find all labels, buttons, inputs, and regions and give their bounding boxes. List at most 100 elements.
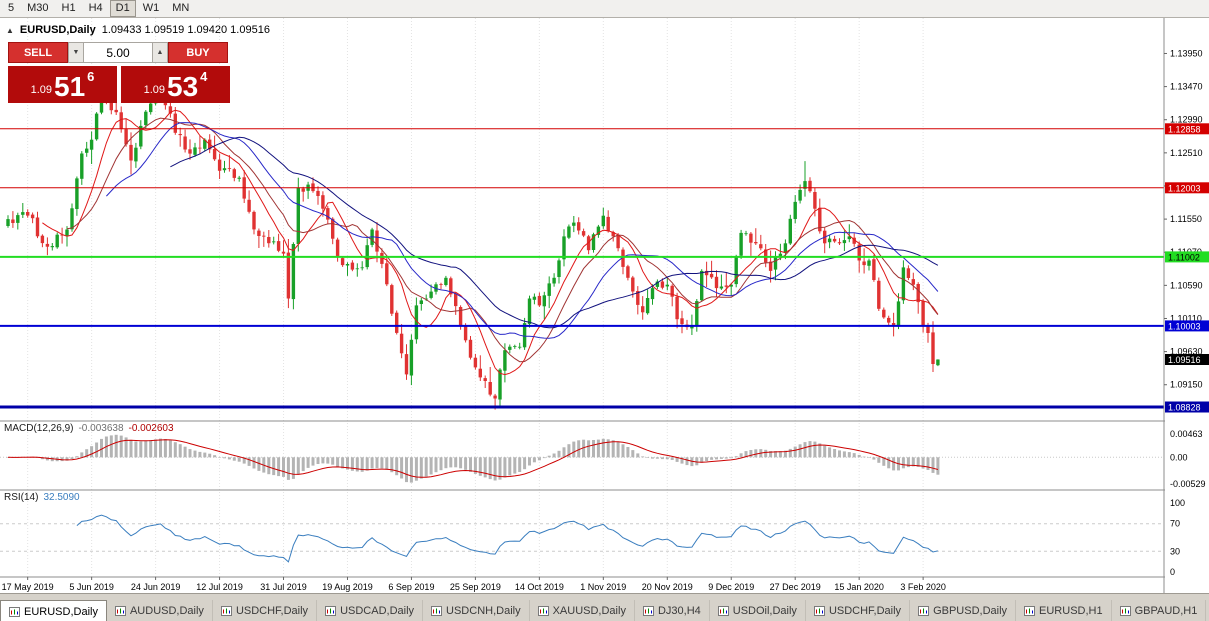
chart-tab-icon [717,606,729,616]
chart-tab-label: USDCAD,Daily [340,605,415,617]
buy-price-display[interactable]: 1.09 53 4 [121,66,230,103]
chart-tab-gbpaud-h1[interactable]: GBPAUD,H1 [1112,600,1207,621]
svg-text:1.09630: 1.09630 [1170,347,1203,357]
timeframe-button-m5[interactable]: 5 [8,2,15,14]
chart-tab-icon [813,606,825,616]
svg-text:15 Jan 2020: 15 Jan 2020 [834,582,884,592]
svg-text:14 Oct 2019: 14 Oct 2019 [515,582,564,592]
timeframe-button-w1[interactable]: W1 [142,2,160,14]
level-price-badge: 1.12858 [1165,123,1209,134]
svg-text:0.00: 0.00 [1170,452,1188,462]
price-markers: 1.12858 1.12003 1.11002 1.10003 1.08828 1.095… [1165,123,1209,413]
svg-text:0.00463: 0.00463 [1170,429,1203,439]
level-price-badge: 1.11002 [1165,251,1209,262]
svg-text:30: 30 [1170,546,1180,556]
chart-tab-icon [220,606,232,616]
svg-text:1.10590: 1.10590 [1170,280,1203,290]
rsi-value: 32.5090 [43,492,80,503]
timeframe-button-h4[interactable]: H4 [88,2,103,14]
macd-panel [0,434,1164,483]
chart-tab-label: EURUSD,Daily [24,605,98,618]
svg-text:3 Feb 2020: 3 Feb 2020 [900,582,946,592]
chart-tab-icon [1119,606,1131,616]
svg-text:1.11002: 1.11002 [1168,252,1200,262]
svg-text:31 Jul 2019: 31 Jul 2019 [260,582,307,592]
svg-text:9 Dec 2019: 9 Dec 2019 [708,582,754,592]
panel-separators [0,420,1209,578]
rsi-panel [0,514,1164,563]
chart-tab-usdchf-daily[interactable]: USDCHF,Daily [213,600,318,621]
rsi-label: RSI(14) 32.5090 [4,492,80,503]
chart-tab-icon [325,606,337,616]
sell-price-prefix: 1.09 [30,84,53,96]
moving-averages [42,109,939,376]
chart-tab-icon [114,606,126,616]
chart-tab-usdoil-daily[interactable]: USDOil,Daily [710,600,806,621]
macd-signal-value: -0.002603 [128,423,174,434]
chart-tab-label: USDCHF,Daily [828,605,902,617]
macd-main-value: -0.003638 [78,423,124,434]
sell-button[interactable]: SELL [8,42,68,63]
svg-text:17 May 2019: 17 May 2019 [2,582,54,592]
timeframe-button-h1[interactable]: H1 [61,2,76,14]
svg-text:100: 100 [1170,498,1185,508]
svg-text:24 Jun 2019: 24 Jun 2019 [131,582,181,592]
grid-lines [27,18,924,577]
chart-tabs: EURUSD,Daily AUDUSD,Daily USDCHF,Daily USDC… [0,600,1209,621]
level-price-badge: 1.10003 [1165,320,1209,332]
volume-decrease-button[interactable]: ▼ [68,42,84,63]
chart-tab-usdchf-daily[interactable]: USDCHF,Daily [806,600,911,621]
macd-name: MACD(12,26,9) [4,423,74,434]
svg-text:1.12990: 1.12990 [1170,115,1203,125]
svg-text:27 Dec 2019: 27 Dec 2019 [770,582,821,592]
time-axis: 17 May 2019 5 Jun 2019 24 Jun 2019 12 Jul 2… [2,577,946,592]
chart-tab-icon [1024,606,1036,616]
chart-ohlc-header: ▲ EURUSD,Daily 1.09433 1.09519 1.09420 1… [6,24,270,36]
chart-tab-label: DJ30,H4 [657,605,701,617]
chart-tab-label: GBPAUD,H1 [1134,605,1198,617]
svg-text:5 Jun 2019: 5 Jun 2019 [69,582,114,592]
buy-button[interactable]: BUY [168,42,228,63]
svg-text:1.09516: 1.09516 [1168,355,1201,365]
sell-price-big: 51 [54,71,86,102]
chart-tab-usdcnh-daily[interactable]: USDCNH,Daily [423,600,530,621]
chart-tab-eurusd-h1[interactable]: EURUSD,H1 [1016,600,1112,621]
svg-text:1.09150: 1.09150 [1170,380,1203,390]
svg-text:0: 0 [1170,567,1175,577]
svg-text:25 Sep 2019: 25 Sep 2019 [450,582,501,592]
timeframe-toolbar: 5 M30 H1 H4 D1 W1 MN [0,0,1209,18]
chart-tab-icon [537,606,549,616]
chart-tab-xauusd-daily[interactable]: XAUUSD,Daily [530,600,635,621]
chart-tab-gbpusd-daily[interactable]: GBPUSD,Daily [910,600,1017,621]
buy-price-prefix: 1.09 [143,84,166,96]
ohlc-values: 1.09433 1.09519 1.09420 1.09516 [101,24,270,36]
price-chart-canvas[interactable]: 1.139501.134701.129901.125101.120301.115… [0,18,1209,593]
svg-text:1.13470: 1.13470 [1170,82,1203,92]
chart-tab-icon [9,606,20,617]
chart-tab-audusd-daily[interactable]: AUDUSD,Daily [107,600,213,621]
volume-input[interactable] [84,42,152,63]
svg-text:70: 70 [1170,519,1180,529]
timeframe-button-d1[interactable]: D1 [109,0,136,17]
chart-tab-icon [642,606,654,616]
sell-price-display[interactable]: 1.09 51 6 [8,66,117,103]
sell-price-pip: 6 [87,69,95,84]
level-price-badge: 1.08828 [1165,401,1209,413]
svg-text:1 Nov 2019: 1 Nov 2019 [580,582,626,592]
volume-increase-button[interactable]: ▲ [152,42,168,63]
svg-text:1.12003: 1.12003 [1168,183,1201,193]
chart-tab-label: AUDUSD,Daily [129,605,204,617]
symbol-title: EURUSD,Daily [19,24,96,36]
timeframe-button-m30[interactable]: M30 [27,2,49,14]
chart-tab-bar: EURUSD,Daily AUDUSD,Daily USDCHF,Daily USDC… [0,593,1209,621]
buy-price-pip: 4 [200,69,208,84]
chart-tab-usdcad-daily[interactable]: USDCAD,Daily [317,600,424,621]
timeframe-button-mn[interactable]: MN [172,2,190,14]
chart-tab-icon [918,606,930,616]
svg-text:-0.00529: -0.00529 [1170,479,1206,489]
chart-tab-eurusd-daily[interactable]: EURUSD,Daily [0,600,107,621]
collapse-panel-icon[interactable]: ▲ [6,25,14,35]
chart-tab-dj30-h4[interactable]: DJ30,H4 [635,600,710,621]
svg-text:1.10003: 1.10003 [1168,321,1201,331]
